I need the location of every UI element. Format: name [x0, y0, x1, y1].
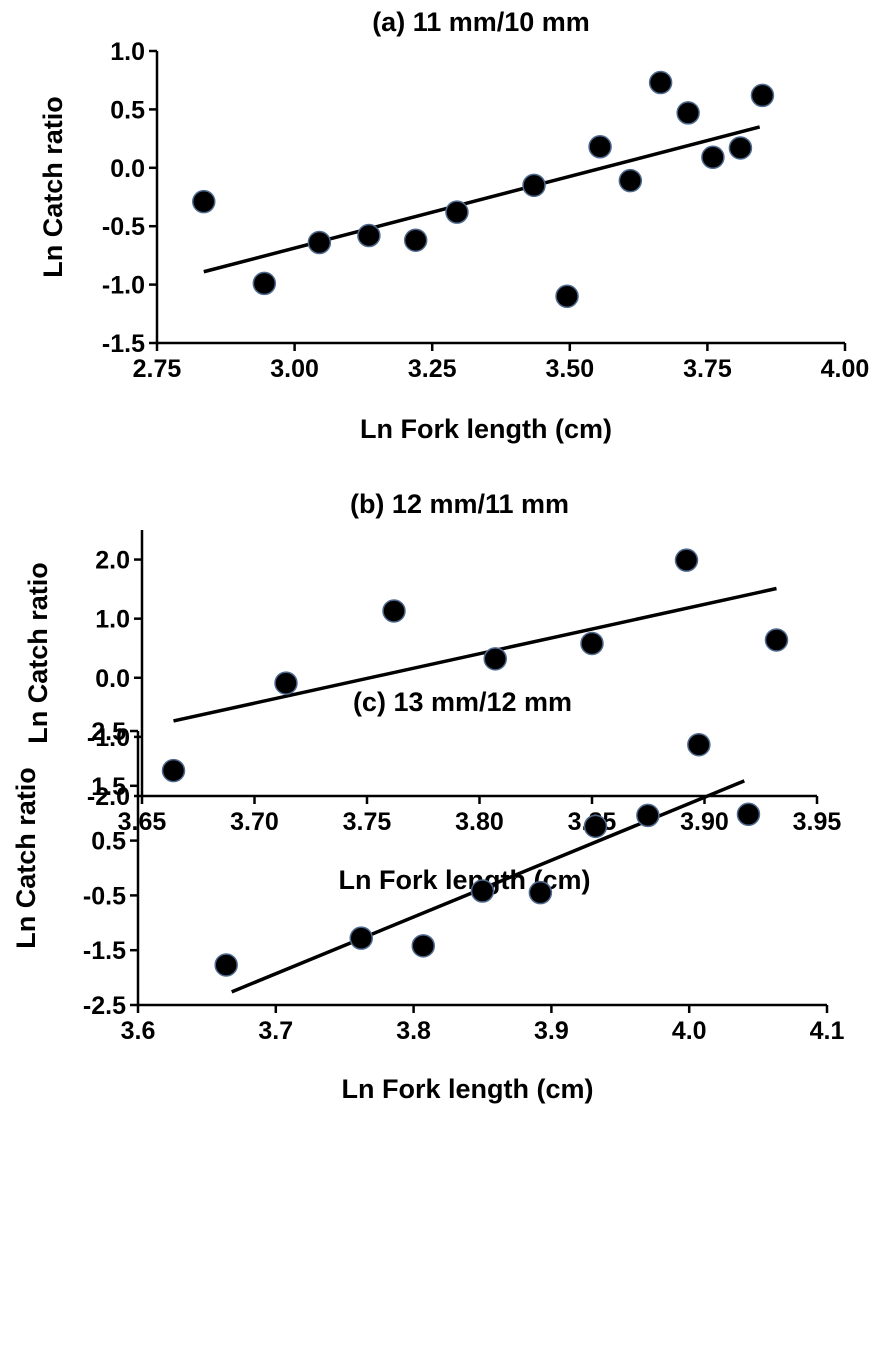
y-tick-label: 2.0	[95, 547, 130, 575]
data-point	[618, 168, 643, 193]
chart-panel-c: (c) 13 mm/12 mm 3.6 3.7 3.8 3.9 4.0 4.1 2.5 1.5 0…	[11, 687, 844, 1104]
data-point	[636, 803, 660, 828]
y-tick-label: 2.5	[91, 718, 126, 746]
chart-panel-a: (a) 11 mm/10 mm 2.75 3.00 3.25 3.50 3.75 4.00 1…	[38, 7, 869, 444]
y-tick-label: 0.0	[95, 665, 130, 693]
data-point	[588, 135, 612, 159]
x-tick-label: 3.70	[230, 808, 279, 836]
x-tick-label: 3.9	[534, 1017, 569, 1045]
y-axis-label: Ln Catch ratio	[11, 767, 41, 949]
data-point	[528, 880, 553, 905]
x-tick-label: 3.8	[396, 1017, 431, 1045]
y-tick-label: -1.5	[102, 330, 145, 358]
data-point	[483, 647, 507, 671]
data-point	[403, 228, 428, 252]
data-point	[445, 200, 469, 224]
y-tick-label: -0.5	[83, 882, 126, 910]
x-tick-label: 3.6	[121, 1017, 156, 1045]
y-tick-label: -1.0	[87, 724, 130, 752]
data-point	[522, 173, 546, 198]
data-point	[252, 271, 277, 296]
data-point	[307, 230, 332, 255]
x-tick-label: 4.1	[810, 1017, 845, 1045]
x-tick-label: 3.65	[118, 808, 167, 836]
data-point	[676, 101, 700, 125]
trendline-b	[173, 586, 777, 723]
x-tick-label: 3.75	[343, 808, 392, 836]
data-point	[192, 189, 216, 214]
y-tick-label: -1.5	[83, 937, 126, 965]
data-point	[555, 284, 579, 309]
chart-title: (c) 13 mm/12 mm	[353, 687, 572, 717]
data-point	[214, 953, 238, 977]
trendline-a	[203, 125, 761, 274]
data-point	[750, 83, 775, 108]
x-tick-label: 3.80	[455, 808, 504, 836]
x-tick-label: 3.95	[793, 808, 842, 836]
y-tick-label: -2.5	[83, 992, 126, 1020]
x-tick-label: 3.25	[408, 355, 457, 383]
data-point	[470, 879, 495, 903]
y-tick-label: -2.0	[87, 783, 130, 811]
x-tick-label: 3.50	[545, 355, 594, 383]
data-point	[274, 671, 298, 695]
x-tick-label: 4.00	[821, 355, 870, 383]
x-tick-label: 3.90	[680, 808, 729, 836]
data-point	[382, 599, 406, 623]
y-tick-label: -0.5	[102, 213, 145, 241]
y-axis-label: Ln Catch ratio	[23, 562, 53, 744]
data-point	[648, 70, 673, 95]
y-tick-label: 0.5	[91, 828, 126, 856]
data-point	[764, 628, 789, 652]
y-tick-label: 1.0	[110, 38, 145, 66]
x-tick-label: 3.7	[258, 1017, 293, 1045]
data-point	[736, 802, 761, 827]
chart-title: (b) 12 mm/11 mm	[350, 489, 569, 519]
x-axis-label: Ln Fork length (cm)	[360, 414, 612, 444]
y-tick-label: 0.5	[110, 96, 145, 124]
data-point	[701, 145, 725, 170]
x-tick-label: 3.00	[270, 355, 319, 383]
data-point	[580, 631, 604, 656]
y-tick-label: 0.0	[110, 155, 145, 183]
y-axis-label: Ln Catch ratio	[38, 96, 68, 278]
data-point	[728, 136, 753, 160]
x-tick-label: 2.75	[133, 355, 182, 383]
chart-title: (a) 11 mm/10 mm	[372, 7, 590, 37]
x-tick-label: 4.0	[672, 1017, 707, 1045]
data-point	[349, 926, 373, 950]
data-point	[161, 758, 186, 783]
data-point	[411, 934, 435, 958]
data-point	[687, 732, 711, 757]
x-tick-label: 3.75	[683, 355, 732, 383]
x-axis-label: Ln Fork length (cm)	[339, 865, 591, 895]
y-tick-label: 1.0	[95, 606, 130, 634]
y-tick-label: 1.5	[91, 773, 126, 801]
data-point	[583, 814, 608, 839]
y-tick-label: -1.0	[102, 272, 145, 300]
data-point	[357, 223, 381, 248]
data-point	[674, 548, 699, 572]
x-axis-label: Ln Fork length (cm)	[342, 1074, 594, 1104]
